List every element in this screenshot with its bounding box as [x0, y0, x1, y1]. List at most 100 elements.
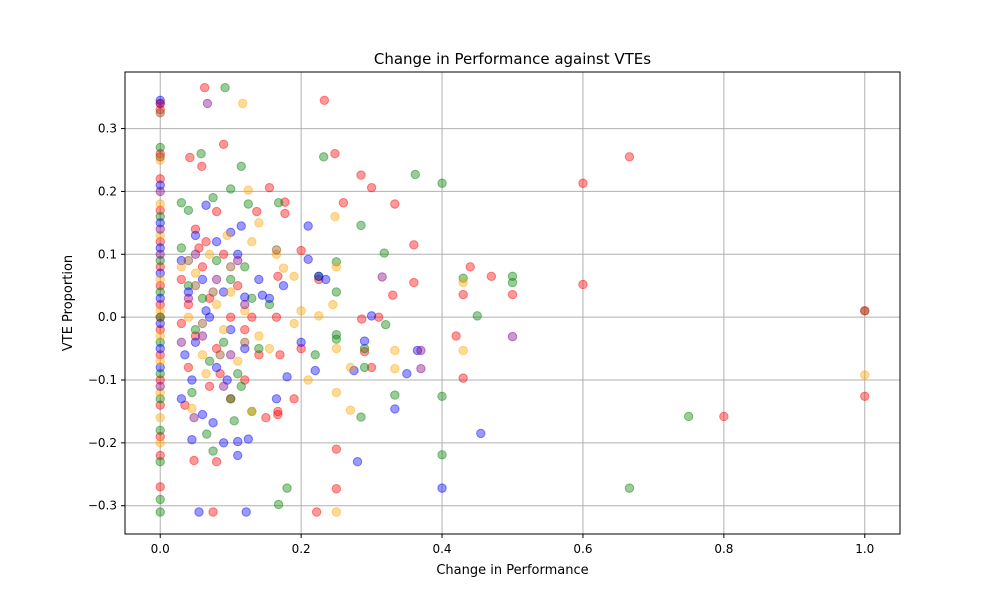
scatter-point	[303, 375, 313, 385]
scatter-point	[190, 325, 201, 335]
scatter-point	[190, 230, 201, 241]
scatter-point	[194, 243, 204, 253]
scatter-point	[264, 182, 275, 193]
scatter-point	[264, 343, 275, 354]
scatter-point	[296, 306, 306, 316]
scatter-point	[240, 337, 250, 347]
scatter-point	[155, 262, 165, 272]
scatter-point	[357, 314, 367, 324]
scatter-point	[437, 483, 447, 493]
x-tick-label: 0.0	[151, 542, 170, 556]
scatter-point	[624, 152, 635, 162]
scatter-point	[183, 362, 194, 373]
scatter-point	[155, 95, 165, 105]
y-tick-label: −0.2	[88, 436, 117, 450]
scatter-point	[176, 318, 187, 329]
scatter-point	[201, 200, 211, 210]
scatter-point	[211, 255, 222, 266]
scatter-point	[155, 218, 165, 228]
scatter-point	[208, 507, 218, 517]
scatter-point	[331, 444, 342, 454]
scatter-point	[458, 277, 468, 288]
x-tick-label: 0.2	[292, 542, 311, 556]
scatter-point	[155, 306, 165, 316]
scatter-point	[204, 381, 215, 391]
scatter-point	[366, 182, 377, 193]
scatter-point	[289, 318, 299, 329]
scatter-point	[155, 438, 165, 448]
scatter-point	[155, 243, 165, 253]
scatter-point	[218, 287, 229, 297]
scatter-point	[240, 375, 250, 385]
scatter-point	[314, 311, 324, 321]
scatter-point	[328, 299, 338, 310]
scatter-point	[197, 350, 208, 360]
scatter-point	[359, 362, 370, 373]
y-tick-label: 0.3	[98, 122, 117, 136]
scatter-point	[311, 507, 322, 517]
scatter-point	[176, 274, 187, 285]
scatter-point	[202, 98, 213, 109]
scatter-point	[218, 381, 229, 391]
scatter-point	[458, 345, 468, 356]
scatter-point	[254, 331, 264, 341]
scatter-point	[215, 350, 225, 360]
scatter-point	[155, 274, 165, 285]
x-tick-label: 0.6	[573, 542, 592, 556]
scatter-point	[197, 262, 208, 272]
scatter-point	[410, 169, 420, 180]
scatter-point	[331, 330, 342, 340]
scatter-point	[155, 152, 165, 162]
scatter-point	[331, 387, 342, 398]
scatter-point	[208, 193, 218, 203]
scatter-point	[345, 405, 356, 415]
scatter-point	[225, 394, 236, 404]
scatter-point	[243, 185, 253, 195]
scatter-point	[155, 482, 165, 492]
scatter-point	[155, 199, 165, 209]
scatter-point	[296, 337, 306, 347]
scatter-point	[486, 271, 497, 281]
scatter-point	[271, 312, 282, 322]
scatter-point	[155, 98, 165, 109]
scatter-point	[437, 391, 447, 402]
scatter-point	[280, 208, 290, 219]
scatter-point	[225, 227, 236, 237]
scatter-point	[240, 306, 250, 316]
scatter-point	[176, 255, 187, 266]
scatter-point	[310, 365, 320, 376]
scatter-point	[155, 287, 165, 297]
scatter-point	[225, 394, 236, 404]
scatter-point	[273, 406, 283, 417]
scatter-point	[155, 255, 165, 266]
scatter-point	[220, 83, 230, 93]
scatter-point	[233, 436, 243, 447]
scatter-point	[201, 369, 211, 379]
scatter-point	[218, 249, 229, 259]
y-tick-label: −0.1	[88, 373, 117, 387]
x-tick-label: 1.0	[855, 542, 874, 556]
scatter-point	[208, 287, 218, 297]
scatter-point	[204, 293, 215, 303]
scatter-point	[197, 409, 208, 420]
scatter-point	[289, 394, 299, 404]
scatter-point	[155, 400, 165, 410]
scatter-point	[155, 457, 165, 467]
scatter-point	[229, 416, 239, 426]
scatter-point	[183, 299, 194, 310]
scatter-point	[409, 240, 419, 250]
scatter-point	[254, 343, 264, 354]
scatter-point	[187, 375, 197, 385]
scatter-point	[314, 274, 324, 285]
scatter-point	[412, 345, 423, 356]
scatter-point	[233, 369, 243, 379]
scatter-point	[201, 237, 211, 247]
y-tick-label: −0.3	[88, 499, 117, 513]
scatter-point	[278, 281, 289, 291]
scatter-point	[390, 363, 400, 374]
scatter-point	[204, 312, 215, 322]
scatter-point	[197, 293, 208, 303]
scatter-point	[578, 279, 588, 290]
